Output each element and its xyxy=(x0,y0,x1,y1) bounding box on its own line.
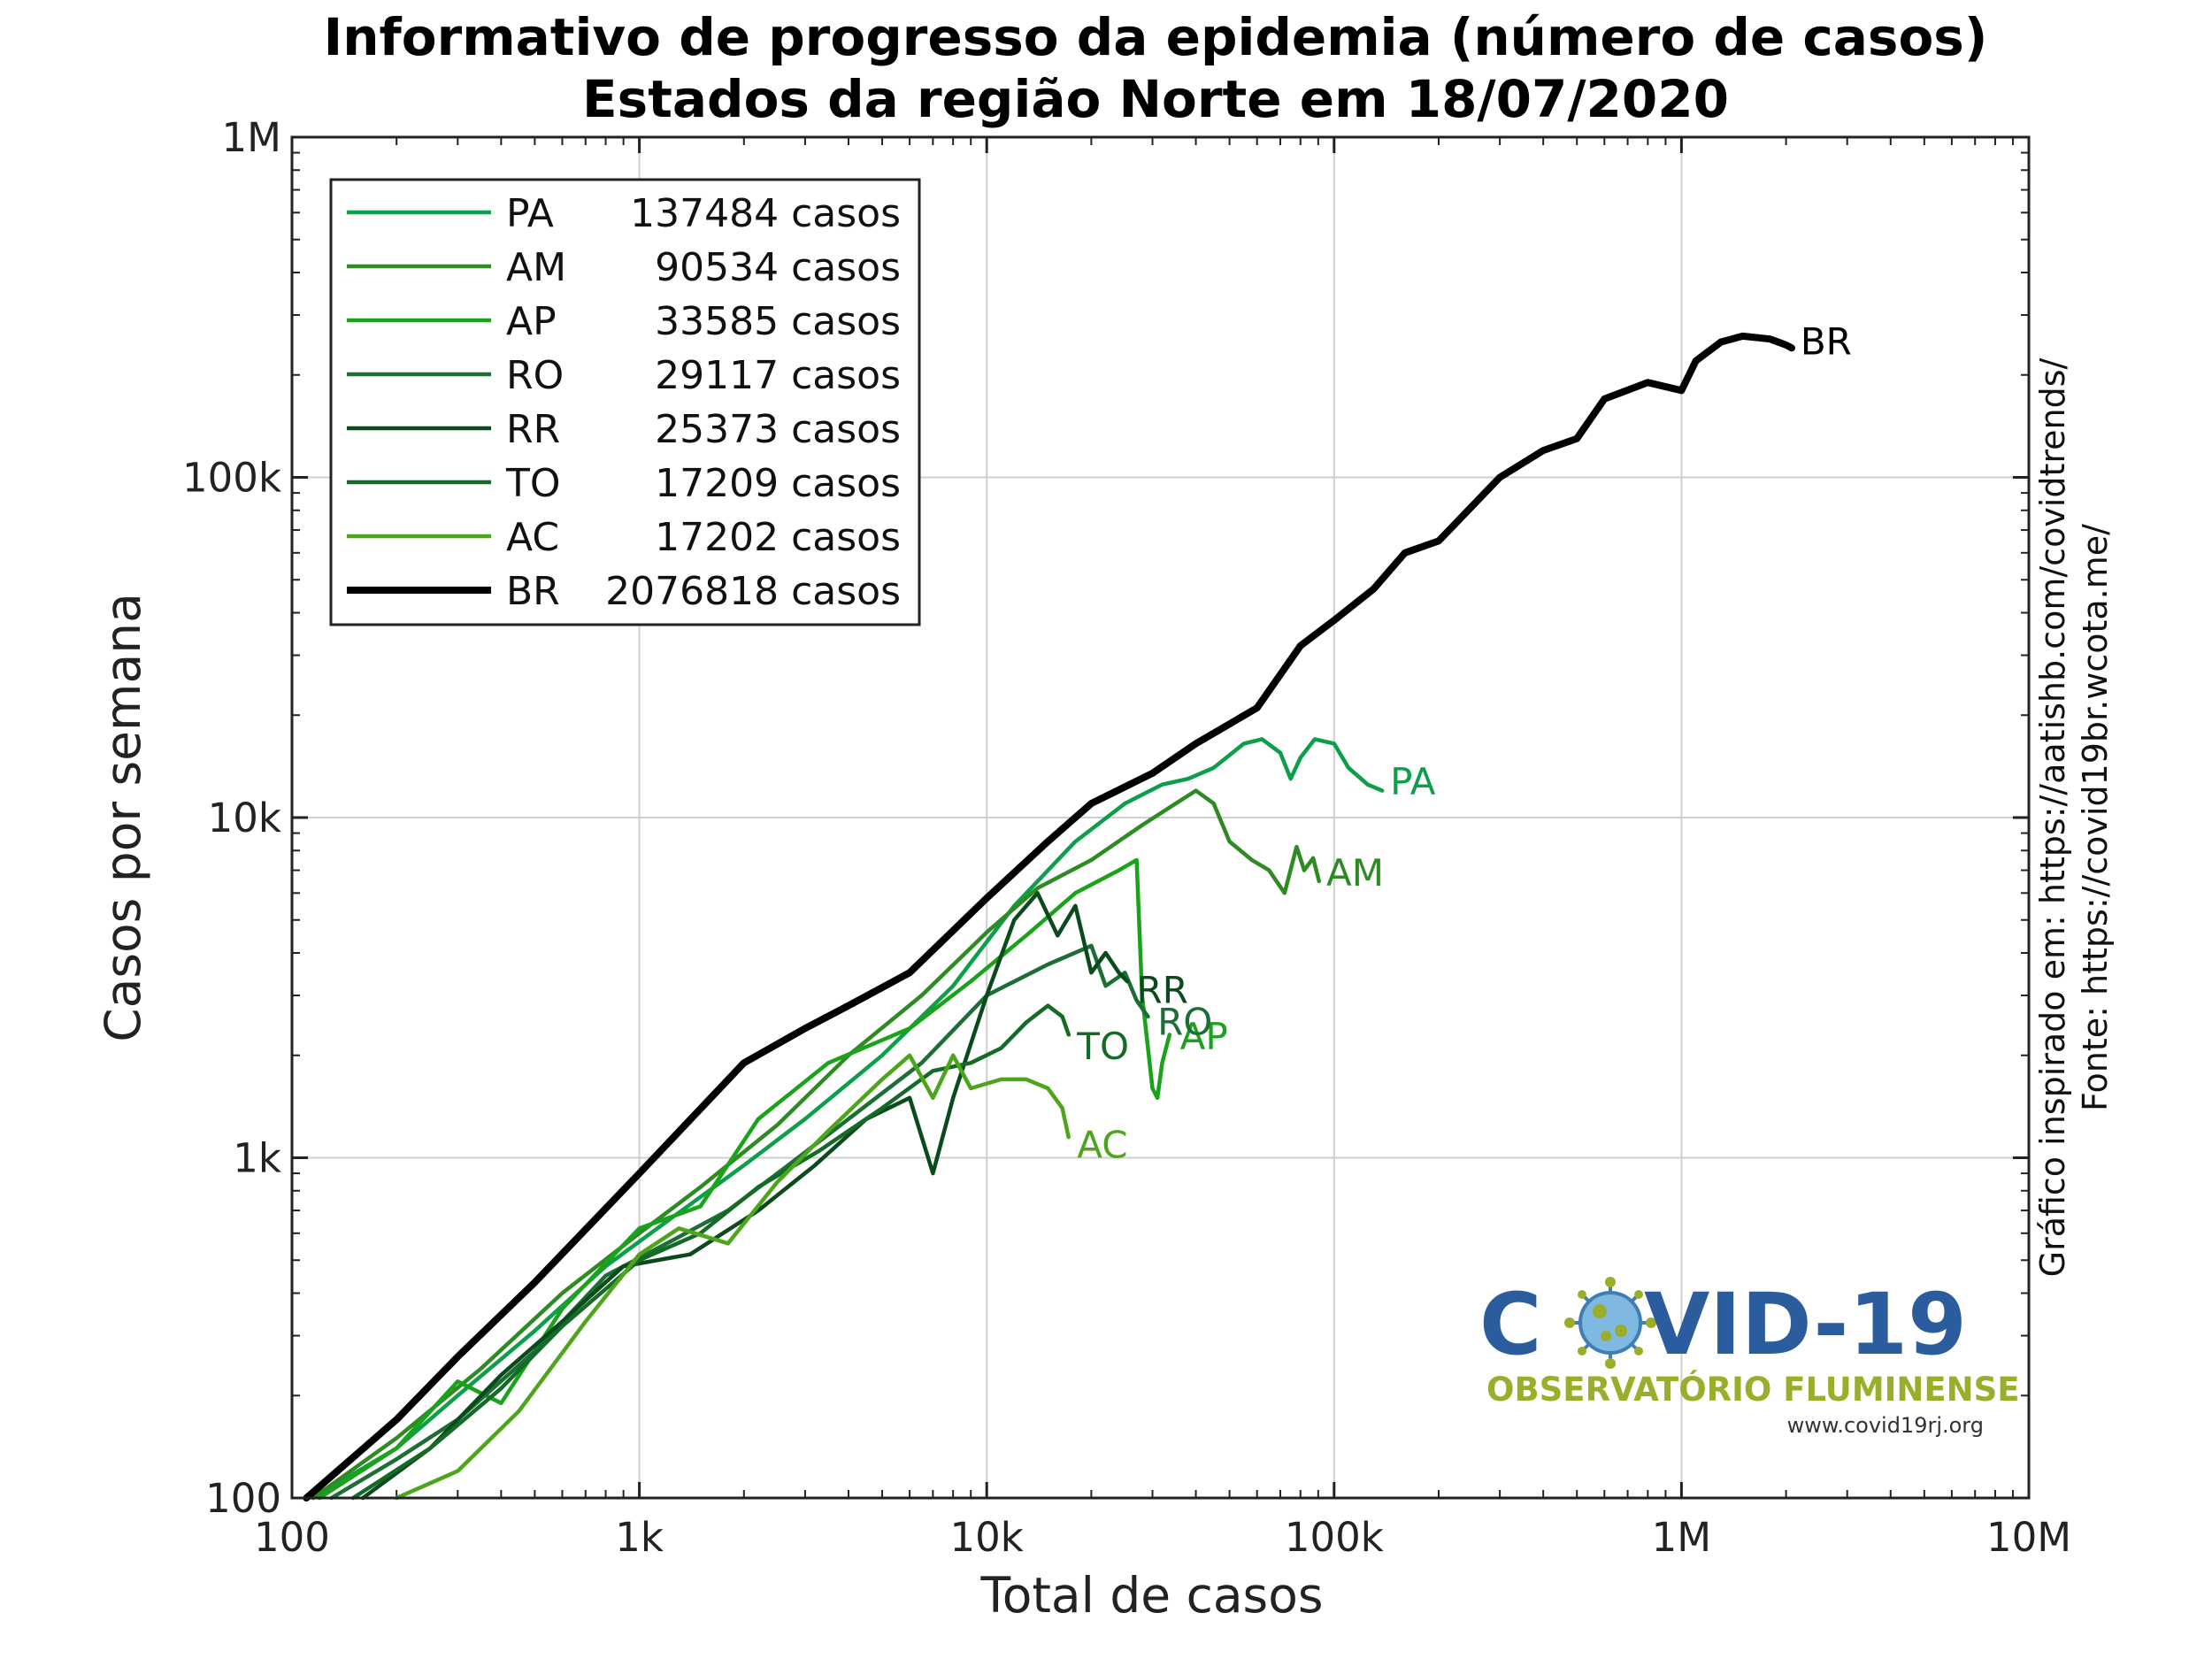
series-line-ro xyxy=(329,943,1150,1501)
logo-subtitle: OBSERVATÓRIO FLUMINENSE xyxy=(1486,1370,2020,1409)
y-tick-label: 1M xyxy=(222,114,281,161)
series-line-ap xyxy=(317,857,1172,1501)
legend-label-rr: RR xyxy=(506,407,560,452)
legend-count-br: 2076818 casos xyxy=(605,569,901,614)
end-label-rr: RR xyxy=(1137,969,1188,1012)
x-tick-label: 1k xyxy=(615,1514,664,1561)
virus-icon xyxy=(1564,1277,1656,1369)
series-line-pa xyxy=(311,737,1385,1501)
end-label-to: TO xyxy=(1076,1025,1129,1068)
axis-ticks: 100 1k 10k 100k 1M 10M 100 1k 10k 100k 1M xyxy=(182,114,2071,1561)
legend-box xyxy=(329,178,921,626)
series-line-to xyxy=(350,1003,1071,1501)
logo-title-right: VID-19 xyxy=(1644,1275,1967,1374)
x-axis-label: Total de casos xyxy=(979,1567,1323,1624)
logo-title-left: C xyxy=(1479,1275,1541,1374)
y-tick-label: 100k xyxy=(182,455,281,502)
legend-label-am: AM xyxy=(506,245,566,290)
legend-label-pa: PA xyxy=(506,191,554,236)
end-label-br: BR xyxy=(1801,319,1852,363)
plot-frame xyxy=(290,135,2031,1500)
legend-label-ap: AP xyxy=(506,299,557,344)
legend-label-ro: RO xyxy=(506,353,564,398)
legend-count-ro: 29117 casos xyxy=(655,353,901,398)
y-axis-label: Casos por semana xyxy=(95,593,151,1042)
credit-inspired: Gráfico inspirado em: https://aatishb.co… xyxy=(2033,357,2072,1277)
legend-count-ac: 17202 casos xyxy=(655,515,901,560)
y-tick-label: 1k xyxy=(233,1135,281,1182)
end-label-pa: PA xyxy=(1390,760,1436,803)
covid19-logo: C VID-19 OBSERVATÓRIO FLUMINENSE www.cov… xyxy=(1479,1275,2020,1438)
x-tick-label: 100k xyxy=(1285,1514,1384,1561)
logo-url: www.covid19rj.org xyxy=(1787,1413,1984,1438)
y-tick-label: 10k xyxy=(208,795,281,841)
legend-label-ac: AC xyxy=(506,515,559,560)
series-line-ac xyxy=(394,1053,1071,1501)
x-tick-label: 100 xyxy=(254,1514,330,1561)
end-label-ap: AP xyxy=(1180,1015,1228,1058)
legend-label-br: BR xyxy=(506,569,560,614)
chart-title-line2: Estados da região Norte em 18/07/2020 xyxy=(582,69,1729,129)
credit-source: Fonte: https://covid19br.wcota.me/ xyxy=(2076,524,2115,1111)
legend-count-am: 90534 casos xyxy=(655,245,901,290)
series-line-rr xyxy=(360,891,1130,1501)
series-line-br xyxy=(303,332,1795,1502)
series-lines xyxy=(303,332,1795,1502)
legend-count-rr: 25373 casos xyxy=(655,407,901,452)
chart-title-line1: Informativo de progresso da epidemia (nú… xyxy=(324,7,1988,67)
y-tick-label: 100 xyxy=(205,1475,281,1522)
end-label-ro: RO xyxy=(1157,1000,1212,1043)
x-tick-label: 1M xyxy=(1652,1514,1711,1561)
x-tick-label: 10k xyxy=(950,1514,1024,1561)
legend-count-to: 17209 casos xyxy=(655,461,901,506)
legend-count-pa: 137484 casos xyxy=(630,191,901,236)
legend-count-ap: 33585 casos xyxy=(655,299,901,344)
legend: PA 137484 casos AM 90534 casos AP 33585 casos… xyxy=(329,178,921,626)
end-label-ac: AC xyxy=(1077,1124,1127,1167)
x-tick-label: 10M xyxy=(1986,1514,2071,1561)
end-label-am: AM xyxy=(1326,851,1384,895)
legend-label-to: TO xyxy=(505,461,561,506)
